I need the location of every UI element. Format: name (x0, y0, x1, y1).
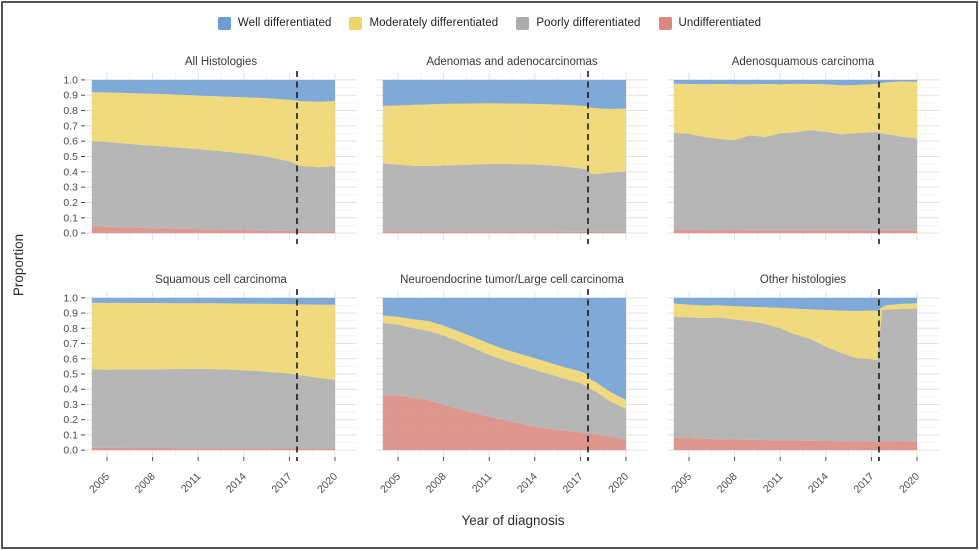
area-well-differentiated (382, 79, 626, 109)
x-tick-label: 2008 (424, 471, 449, 496)
legend-label: Well differentiated (237, 17, 332, 29)
stacked-area-figure: All Histologies 0.0 0.1 0.2 0.3 0.4 0.5 0.6 0.7 0… (11, 56, 939, 528)
y-tick-label: 0.2 (63, 197, 78, 209)
panel-title: All Histologies (185, 56, 257, 68)
poorly-swatch-icon (516, 16, 530, 30)
area-undifferentiated (382, 231, 626, 234)
legend-item-undifferentiated: Undifferentiated (658, 16, 762, 30)
y-tick-label: 1.0 (63, 74, 78, 86)
area-poorly-differentiated (91, 368, 335, 449)
y-axis-title: Proportion (11, 234, 26, 296)
area-well-differentiated (673, 79, 917, 86)
y-tick-label: 0.8 (63, 105, 78, 117)
legend-item-poorly: Poorly differentiated (516, 16, 641, 30)
panel-title: Adenosquamous carcinoma (732, 56, 875, 68)
y-tick-label: 0.1 (63, 429, 78, 441)
legend-label: Poorly differentiated (536, 17, 641, 29)
area-well-differentiated (382, 297, 626, 400)
panel-other-histologies: Other histologies 2005 2008 2011 2014 2017 202… (667, 274, 939, 496)
legend-item-moderately: Moderately differentiated (349, 16, 499, 30)
undifferentiated-swatch-icon (658, 16, 672, 30)
area-poorly-differentiated (382, 323, 626, 440)
chart-legend: Well differentiated Moderately differenti… (3, 12, 976, 34)
panel-title: Squamous cell carcinoma (155, 274, 287, 286)
x-tick-label: 2011 (761, 471, 786, 496)
x-tick-label: 2020 (606, 471, 631, 496)
x-tick-label: 2005 (87, 471, 112, 496)
x-tick-label: 2014 (515, 471, 540, 496)
panel-title: Adenomas and adenocarcinomas (426, 56, 598, 68)
y-tick-label: 0.9 (63, 90, 78, 102)
y-tick-label: 0.0 (63, 228, 78, 240)
y-tick-label: 0.0 (63, 445, 78, 457)
panel-squamous-cell-carcinoma: Squamous cell carcinoma 0.0 0.1 0.2 0.3 0.4 0.… (63, 274, 357, 496)
area-well-differentiated (91, 297, 335, 305)
area-moderately-differentiated (91, 92, 335, 168)
area-undifferentiated (382, 395, 626, 451)
well-swatch-icon (217, 16, 231, 30)
y-tick-label: 0.7 (63, 120, 78, 132)
x-tick-label: 2017 (560, 471, 585, 496)
area-poorly-differentiated (91, 141, 335, 232)
panel-title: Neuroendocrine tumor/Large cell carcinom… (400, 274, 624, 286)
panel-all-histologies: All Histologies 0.0 0.1 0.2 0.3 0.4 0.5 0.6 0.7 0… (63, 56, 357, 244)
y-tick-label: 0.6 (63, 136, 78, 148)
x-tick-label: 2008 (133, 471, 158, 496)
panel-adenomas-and-adenocarcinomas: Adenomas and adenocarcinomas (376, 56, 648, 244)
y-tick-label: 1.0 (63, 292, 78, 304)
panel-title: Other histologies (760, 274, 847, 286)
area-well-differentiated (91, 79, 335, 102)
area-moderately-differentiated (382, 315, 626, 409)
panel-adenosquamous-carcinoma: Adenosquamous carcinoma (667, 56, 939, 244)
y-tick-label: 0.6 (63, 353, 78, 365)
area-moderately-differentiated (382, 103, 626, 175)
area-undifferentiated (91, 226, 335, 234)
x-tick-label: 2017 (269, 471, 294, 496)
x-tick-label: 2008 (715, 471, 740, 496)
panel-neuroendocrine-tumor-large-cell-carcinoma: Neuroendocrine tumor/Large cell carcinom… (376, 274, 648, 496)
y-tick-label: 0.5 (63, 151, 78, 163)
y-tick-label: 0.4 (63, 166, 78, 178)
y-tick-label: 0.1 (63, 212, 78, 224)
moderately-swatch-icon (349, 16, 363, 30)
y-tick-label: 0.8 (63, 323, 78, 335)
area-undifferentiated (91, 447, 335, 451)
area-poorly-differentiated (673, 130, 917, 231)
x-tick-label: 2014 (806, 471, 831, 496)
area-moderately-differentiated (673, 303, 917, 361)
x-tick-label: 2020 (897, 471, 922, 496)
y-tick-label: 0.4 (63, 384, 78, 396)
panels-group: All Histologies 0.0 0.1 0.2 0.3 0.4 0.5 0.6 0.7 0… (63, 56, 939, 496)
y-tick-label: 0.7 (63, 338, 78, 350)
x-tick-label: 2020 (315, 471, 340, 496)
area-undifferentiated (673, 229, 917, 234)
x-tick-label: 2017 (851, 471, 876, 496)
area-moderately-differentiated (91, 302, 335, 380)
y-tick-label: 0.2 (63, 414, 78, 426)
y-tick-label: 0.3 (63, 182, 78, 194)
x-tick-label: 2011 (179, 471, 204, 496)
area-undifferentiated (673, 437, 917, 451)
area-poorly-differentiated (673, 308, 917, 443)
x-tick-label: 2005 (378, 471, 403, 496)
area-moderately-differentiated (673, 81, 917, 140)
x-tick-label: 2005 (669, 471, 694, 496)
legend-label: Moderately differentiated (369, 17, 499, 29)
y-tick-label: 0.5 (63, 369, 78, 381)
x-tick-label: 2014 (224, 471, 249, 496)
y-tick-label: 0.9 (63, 308, 78, 320)
legend-item-well: Well differentiated (217, 16, 332, 30)
y-tick-label: 0.3 (63, 399, 78, 411)
x-axis-title: Year of diagnosis (461, 513, 564, 528)
legend-label: Undifferentiated (678, 17, 762, 29)
x-tick-label: 2011 (470, 471, 495, 496)
area-well-differentiated (673, 297, 917, 311)
area-poorly-differentiated (382, 163, 626, 232)
